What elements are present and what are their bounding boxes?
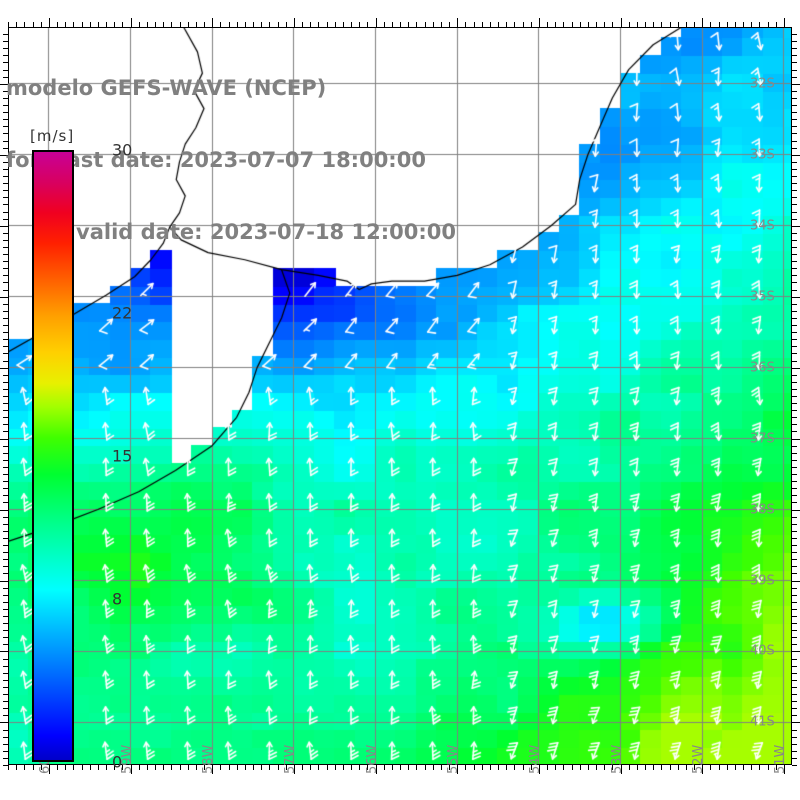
colorbar-tick-22: 22 bbox=[112, 303, 133, 323]
colorbar-unit-label: [m/s] bbox=[30, 127, 75, 145]
colorbar-gradient[interactable] bbox=[32, 150, 74, 762]
colorbar-tick-15: 15 bbox=[112, 446, 133, 466]
left-axis-ticks bbox=[0, 27, 8, 766]
map-plot-area[interactable] bbox=[8, 27, 792, 765]
top-axis-ticks bbox=[8, 18, 792, 27]
right-axis-ticks bbox=[792, 27, 800, 766]
bottom-axis-ticks bbox=[8, 765, 792, 774]
colorbar-tick-30: 30 bbox=[112, 140, 133, 160]
colorbar-tick-8: 8 bbox=[112, 589, 123, 609]
colorbar-tick-0: 0 bbox=[112, 752, 123, 772]
wind-speed-field-canvas[interactable] bbox=[8, 27, 792, 765]
colorbar[interactable]: 30 22 15 8 0 bbox=[32, 141, 132, 772]
